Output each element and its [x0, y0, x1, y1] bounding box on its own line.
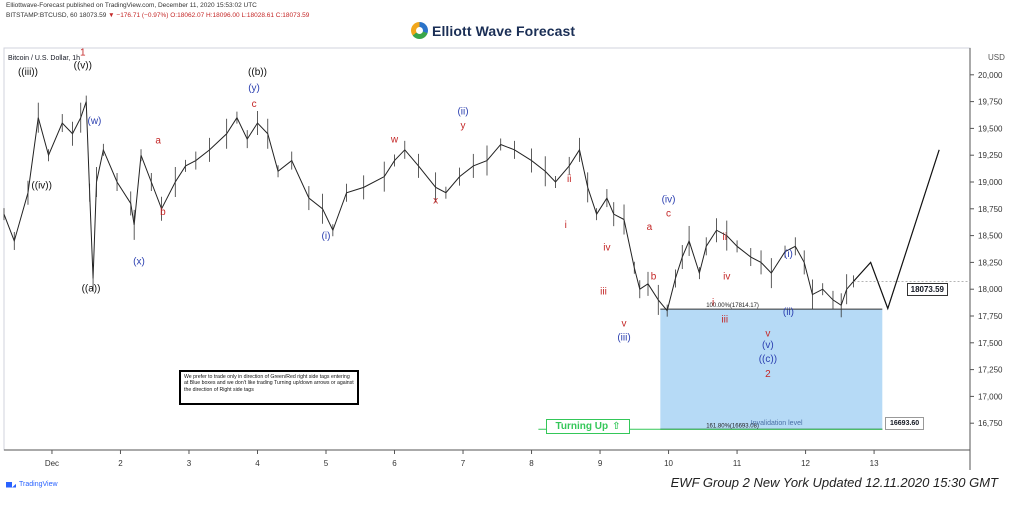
last-price-tag: 18073.59 [906, 283, 948, 296]
chart-title: Bitcoin / U.S. Dollar, 1h [8, 55, 80, 62]
x-tick-label: 9 [598, 459, 603, 468]
wave-label: iv [723, 272, 730, 283]
x-tick-label: 13 [870, 459, 879, 468]
ewf-logo: Elliott Wave Forecast [411, 22, 575, 39]
y-tick-label: 19,000 [978, 178, 1003, 187]
wave-label: 2 [765, 369, 771, 380]
update-note: EWF Group 2 New York Updated 12.11.2020 … [670, 475, 998, 490]
turning-up-tag: Turning Up ⇧ [546, 419, 630, 434]
wave-label: x [433, 195, 438, 206]
wave-label: a [647, 222, 653, 233]
blue-box-zone [660, 309, 883, 430]
trading-note: We prefer to trade only in direction of … [179, 370, 359, 405]
wave-label: w [390, 134, 399, 145]
invalidation-price-tag: 16693.60 [885, 417, 925, 430]
y-tick-label: 18,750 [978, 205, 1003, 214]
wave-label: (y) [248, 83, 260, 94]
wave-label: v [765, 328, 770, 339]
wave-label: iii [721, 314, 728, 325]
logo-text: Elliott Wave Forecast [432, 22, 576, 39]
y-tick-label: 19,750 [978, 98, 1003, 107]
x-tick-label: 12 [801, 459, 810, 468]
wave-label: (iv) [662, 194, 676, 205]
wave-label: (w) [87, 116, 101, 127]
wave-label: (ii) [783, 307, 794, 318]
ohlc-text: O:18062.07 H:18096.00 L:18028.61 C:18073… [170, 12, 310, 19]
wave-label: (i) [322, 231, 331, 242]
y-tick-label: 19,250 [978, 151, 1003, 160]
wave-label: ii [723, 232, 727, 243]
tradingview-icon [6, 481, 16, 488]
y-tick-label: 17,250 [978, 366, 1003, 375]
fib-label: 100.00%(17814.17) [706, 303, 759, 309]
y-tick-label: 17,500 [978, 339, 1003, 348]
y-tick-label: 19,500 [978, 124, 1003, 133]
wave-label: b [160, 207, 166, 218]
x-tick-label: 8 [529, 459, 534, 468]
wave-label: (x) [133, 257, 145, 268]
arrow-up-icon: ⇧ [612, 421, 621, 432]
x-tick-label: 11 [733, 459, 742, 468]
price-change-text: ▼ −176.71 (−0.97%) [108, 12, 169, 19]
x-tick-label: 7 [461, 459, 466, 468]
wave-label: v [622, 319, 627, 330]
y-tick-label: 16,750 [978, 419, 1003, 428]
wave-label: b [651, 272, 657, 283]
wave-label: iv [603, 243, 610, 254]
wave-label: ((v)) [74, 60, 92, 71]
wave-label: ((a)) [82, 283, 101, 294]
x-tick-label: 6 [392, 459, 397, 468]
x-tick-label: 5 [324, 459, 329, 468]
wave-label: ii [567, 174, 571, 185]
wave-label: c [252, 99, 257, 110]
x-tick-label: 4 [255, 459, 260, 468]
wave-label: (i) [784, 249, 793, 260]
wave-label: (iii) [617, 333, 630, 344]
x-tick-label: 10 [664, 459, 673, 468]
fib-label: 161.80%(16693.08) [706, 423, 759, 429]
ewf-logo-icon [411, 22, 428, 39]
wave-label: (v) [762, 340, 774, 351]
wave-label: ((b)) [248, 67, 267, 78]
wave-label: a [155, 135, 161, 146]
projection-path [853, 149, 940, 311]
currency-label: USD [988, 53, 1005, 62]
symbol-ohlc-line: BITSTAMP:BTCUSD, 60 18073.59 ▼ −176.71 (… [6, 12, 309, 20]
y-tick-label: 18,000 [978, 285, 1003, 294]
tradingview-label: TradingView [19, 481, 58, 488]
wave-label: y [461, 120, 466, 131]
tradingview-brand[interactable]: TradingView [6, 481, 58, 488]
price-chart[interactable]: Bitcoin / U.S. Dollar, 1h USD 16,750 17,000… [0, 45, 1024, 475]
x-tick-label: Dec [45, 459, 59, 468]
y-tick-label: 18,500 [978, 232, 1003, 241]
wave-label: i [712, 297, 714, 308]
wave-label: i [565, 220, 567, 231]
y-tick-label: 17,000 [978, 392, 1003, 401]
wave-label: 1 [80, 48, 86, 59]
y-tick-label: 17,750 [978, 312, 1003, 321]
wave-label: (ii) [457, 106, 468, 117]
invalidation-label: Invalidation level [751, 420, 803, 427]
wave-label: c [666, 208, 671, 219]
current-price-text: 18073.59 [79, 12, 107, 19]
publication-info: Elliottwave-Forecast published on Tradin… [6, 2, 257, 9]
turning-up-label: Turning Up [555, 421, 609, 432]
wave-label: ((c)) [759, 354, 777, 365]
x-tick-label: 2 [118, 459, 123, 468]
wave-label: iii [600, 287, 607, 298]
y-tick-label: 20,000 [978, 71, 1003, 80]
wave-label: ((iii)) [18, 67, 38, 78]
y-tick-label: 18,250 [978, 258, 1003, 267]
x-tick-label: 3 [187, 459, 192, 468]
symbol-label: BITSTAMP:BTCUSD, 60 [6, 12, 78, 19]
wave-label: ((iv)) [31, 180, 52, 191]
